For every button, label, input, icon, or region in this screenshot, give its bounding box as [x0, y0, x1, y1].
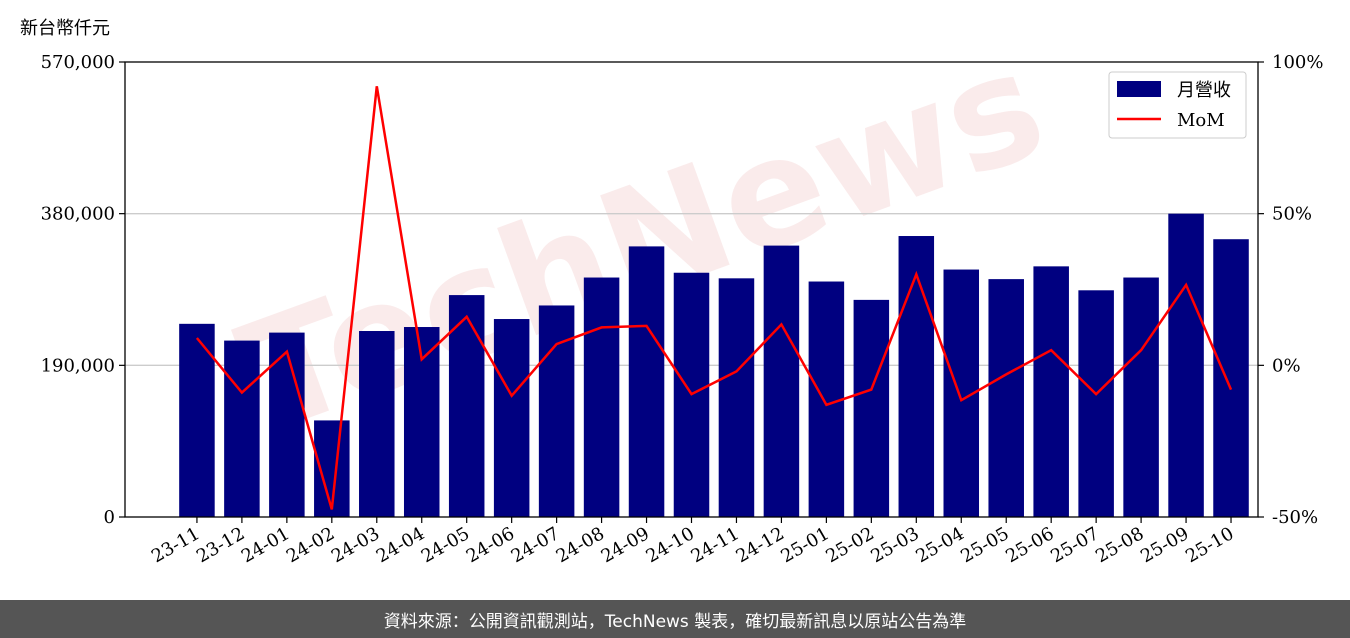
right-axis: -50% 0% 50% 100% [1258, 52, 1323, 528]
legend-bar-swatch [1117, 81, 1161, 97]
left-tick-label: 0 [104, 507, 115, 528]
bar [1168, 213, 1204, 517]
right-tick-label: 0% [1272, 355, 1301, 376]
x-tick-label: 24-08 [553, 523, 608, 567]
x-tick-label: 24-12 [732, 523, 787, 567]
x-tick-label: 25-07 [1047, 523, 1102, 567]
x-tick-label: 24-03 [328, 523, 383, 567]
mom-line [195, 86, 1233, 510]
left-tick-label: 570,000 [41, 52, 115, 73]
bar [1078, 290, 1114, 517]
x-tick-label: 25-10 [1182, 523, 1237, 567]
bar [898, 236, 935, 517]
bar [583, 277, 620, 517]
mom-line-series [195, 86, 1233, 510]
x-tick-label: 25-08 [1092, 523, 1147, 567]
x-tick-label: 24-04 [373, 523, 428, 567]
bar [853, 299, 890, 517]
x-tick-label: 24-11 [688, 523, 743, 567]
x-tick-label: 24-05 [418, 523, 473, 567]
x-tick-label: 25-01 [777, 523, 832, 567]
x-axis: 23-1123-1224-0124-0224-0324-0424-0524-06… [148, 517, 1238, 567]
x-tick-label: 24-10 [643, 523, 698, 567]
x-tick-label: 23-12 [193, 523, 248, 567]
x-tick-label: 24-09 [598, 523, 653, 567]
bar [224, 340, 260, 517]
x-tick-label: 24-02 [283, 523, 338, 567]
bar [1123, 277, 1159, 517]
x-tick-label: 23-11 [148, 523, 203, 567]
bar [988, 279, 1024, 517]
bar [269, 332, 305, 517]
x-tick-label: 25-09 [1137, 523, 1192, 567]
x-tick-label: 25-02 [822, 523, 877, 567]
bar [179, 323, 215, 517]
bar [808, 281, 845, 517]
source-footer: 資料來源：公開資訊觀測站，TechNews 製表，確切最新訊息以原站公告為準 [0, 600, 1350, 638]
bar [1033, 266, 1069, 517]
unit-label: 新台幣仟元 [20, 18, 110, 39]
bar [359, 331, 395, 517]
x-tick-label: 25-04 [912, 523, 967, 567]
bar [718, 278, 755, 517]
right-tick-label: 50% [1272, 204, 1312, 225]
x-tick-label: 24-07 [508, 523, 563, 567]
left-axis: 0 190,000 380,000 570,000 [41, 52, 125, 528]
right-tick-label: -50% [1272, 507, 1318, 528]
bar [628, 246, 665, 518]
x-tick-label: 24-06 [463, 523, 518, 567]
x-tick-label: 25-05 [957, 523, 1012, 567]
bar [538, 305, 575, 517]
bar [448, 295, 485, 517]
legend-line-label: MoM [1177, 110, 1225, 131]
left-tick-label: 190,000 [41, 355, 115, 376]
bar [1213, 239, 1249, 518]
x-tick-label: 24-01 [238, 523, 293, 567]
right-tick-label: 100% [1272, 52, 1323, 73]
bar [493, 319, 530, 517]
bar [763, 245, 800, 517]
legend: 月營收 MoM [1108, 71, 1247, 139]
left-tick-label: 380,000 [41, 204, 115, 225]
legend-bar-label: 月營收 [1177, 80, 1231, 101]
x-tick-label: 25-03 [867, 523, 922, 567]
x-tick-label: 25-06 [1002, 523, 1057, 567]
